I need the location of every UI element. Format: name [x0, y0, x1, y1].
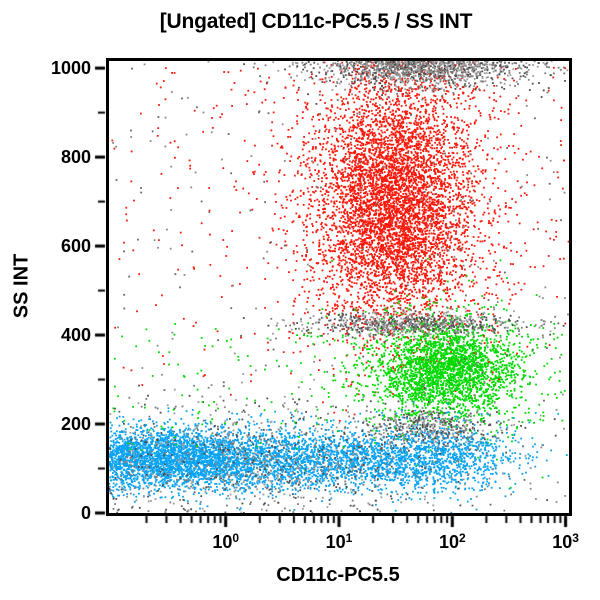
y-tick-label: 0 — [80, 503, 91, 523]
y-tick-label: 800 — [60, 147, 91, 168]
y-axis-title: SS INT — [10, 253, 33, 319]
x-tick-label: 101 — [325, 531, 353, 552]
y-tick-label: 400 — [60, 325, 91, 346]
x-axis-title: CD11c-PC5.5 — [276, 564, 400, 586]
plot-frame — [106, 58, 572, 516]
y-tick-label: 600 — [60, 236, 91, 257]
x-tick-label: 100 — [212, 531, 240, 552]
y-tick-label: 1000 — [50, 58, 91, 79]
x-tick-label: 103 — [552, 531, 579, 552]
x-tick-label: 102 — [438, 531, 466, 552]
y-tick-label: 200 — [60, 414, 91, 435]
scatter-canvas — [109, 61, 569, 513]
